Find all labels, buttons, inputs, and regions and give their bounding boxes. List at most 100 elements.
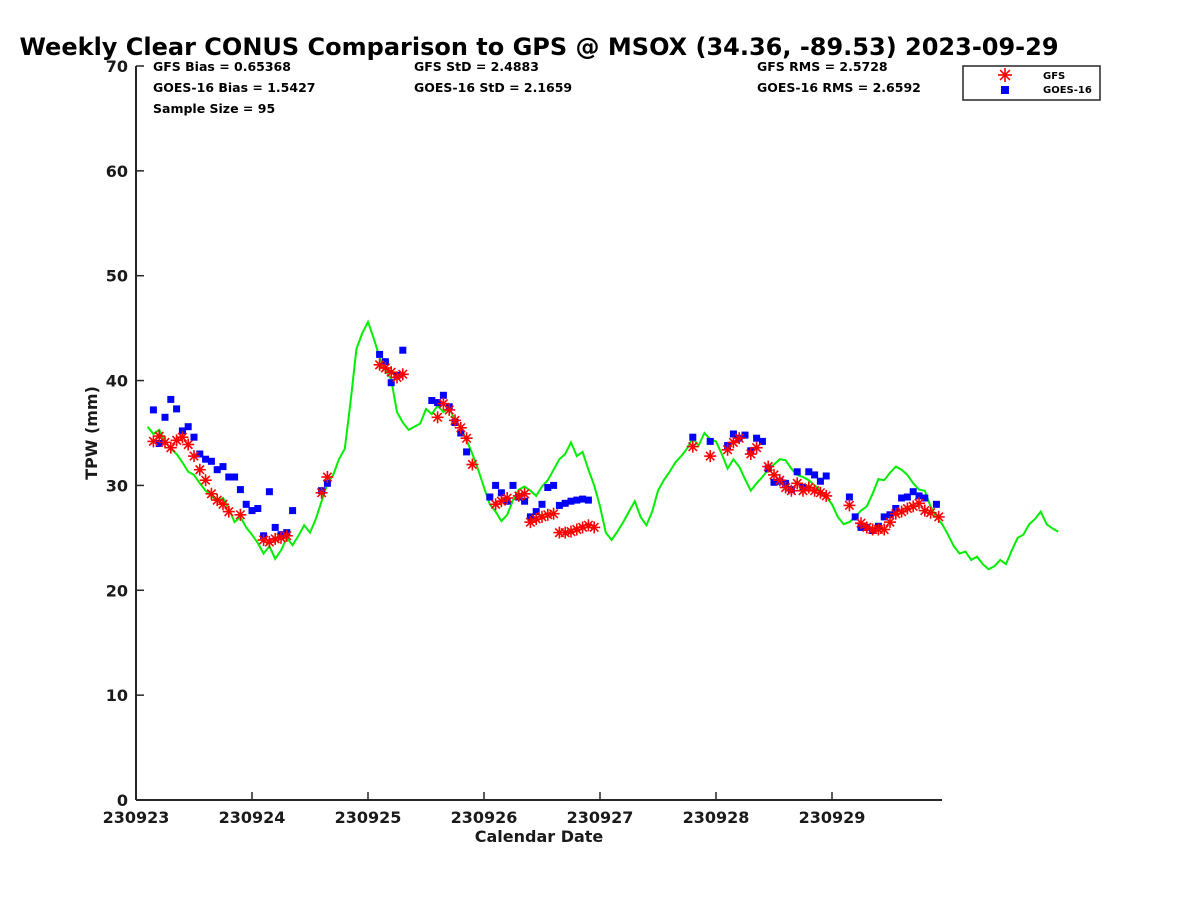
goes-point (381, 358, 389, 366)
goes-point (387, 379, 395, 387)
goes-point (497, 489, 505, 497)
gfs-point (193, 463, 206, 476)
goes-point (323, 479, 331, 487)
gfs-point (932, 510, 945, 523)
gfs-point-stroke (775, 475, 785, 485)
gfs-point-stroke (183, 439, 193, 450)
gfs-point (199, 474, 212, 487)
gfs-point-stroke (177, 432, 188, 442)
gfs-point-stroke (438, 398, 449, 409)
goes-point (584, 496, 592, 504)
goes-point (428, 397, 436, 404)
gfs-point-stroke (450, 415, 460, 426)
gfs-point (396, 368, 409, 381)
gfs-point-stroke (763, 461, 773, 472)
gfs-point (518, 487, 531, 500)
gfs-point-stroke (322, 472, 333, 482)
gfs-point-stroke (270, 534, 280, 544)
legend-box (962, 65, 1101, 101)
gfs-point-stroke (780, 482, 791, 493)
gfs-point (791, 477, 804, 490)
goes-point (265, 488, 273, 496)
gfs-point-stroke (821, 491, 831, 501)
goes-point (463, 448, 471, 456)
gfs-point-stroke (560, 527, 570, 538)
goes-point (567, 497, 575, 505)
axes (135, 66, 942, 801)
y-tick-label: 50 (106, 267, 128, 286)
legend-goes-marker (1001, 86, 1009, 94)
gfs-point (321, 471, 334, 483)
gfs-point (878, 523, 891, 536)
gfs-point-stroke (751, 442, 762, 453)
gfs-point-stroke (398, 369, 408, 380)
gfs-point-stroke (386, 367, 396, 377)
gfs-series (147, 358, 945, 549)
goes-point (822, 472, 830, 480)
goes-point (729, 430, 737, 438)
goes-point (758, 437, 766, 445)
gfs-point-stroke (258, 535, 269, 545)
series-layer (146, 319, 1059, 571)
goes-point (753, 434, 761, 442)
gfs-point-stroke (548, 508, 559, 519)
gfs-point-stroke (705, 451, 715, 461)
y-tick-label: 20 (106, 581, 128, 600)
gfs-point-stroke (543, 509, 553, 520)
gfs-point (280, 529, 293, 542)
goes-point (399, 346, 407, 354)
goes-point (816, 477, 824, 485)
y-tick-label: 30 (106, 476, 128, 495)
y-tick-label: 40 (106, 372, 128, 391)
gfs-point-stroke (583, 520, 594, 531)
goes-point (793, 468, 801, 476)
gfs-point (588, 521, 601, 534)
gfs-point (449, 414, 461, 427)
gfs-point-stroke (206, 489, 217, 499)
x-axis-label: Calendar Date (475, 827, 604, 846)
gfs-point-stroke (189, 451, 199, 461)
goes-point (932, 500, 940, 508)
goes-point (706, 437, 714, 445)
goes-point (231, 473, 239, 481)
gfs-point-stroke (212, 495, 222, 505)
y-tick-label: 70 (106, 57, 128, 76)
goes-point (880, 513, 888, 521)
gfs-point (188, 450, 200, 463)
goes-point (254, 505, 262, 512)
gps-series-line (146, 319, 1059, 571)
goes-point (376, 350, 384, 358)
gfs-point (443, 403, 456, 416)
goes-point (213, 466, 221, 474)
gfs-point (431, 411, 444, 424)
goes-point (271, 523, 279, 531)
gfs-point (901, 502, 914, 515)
goes-point (242, 500, 250, 508)
gfs-point-stroke (792, 478, 802, 489)
gfs-point (315, 486, 328, 499)
legend-gfs-asterisk-stroke (999, 69, 1011, 81)
goes-point (149, 406, 157, 414)
gfs-point-stroke (804, 482, 814, 493)
goes-point (903, 493, 911, 501)
y-tick-label: 10 (106, 686, 128, 705)
goes-point (486, 493, 494, 501)
goes-point (811, 471, 819, 479)
gfs-point (820, 489, 833, 502)
goes-point (219, 463, 227, 471)
gfs-point-stroke (374, 360, 385, 370)
goes-point (439, 391, 447, 399)
gfs-point-stroke (154, 431, 164, 441)
gfs-point (750, 441, 763, 454)
goes-point (805, 468, 813, 476)
goes-point (532, 508, 540, 516)
gfs-point-stroke (769, 470, 779, 480)
gfs-point (762, 460, 775, 473)
gfs-point-stroke (200, 475, 211, 485)
gfs-point (379, 362, 392, 374)
goes-point (573, 496, 581, 504)
legend: GFS GOES-16 (962, 65, 1101, 101)
y-tick-label: 0 (117, 791, 128, 810)
goes-point (178, 427, 186, 435)
goes-std-stat: GOES-16 StD = 2.1659 (414, 80, 572, 95)
